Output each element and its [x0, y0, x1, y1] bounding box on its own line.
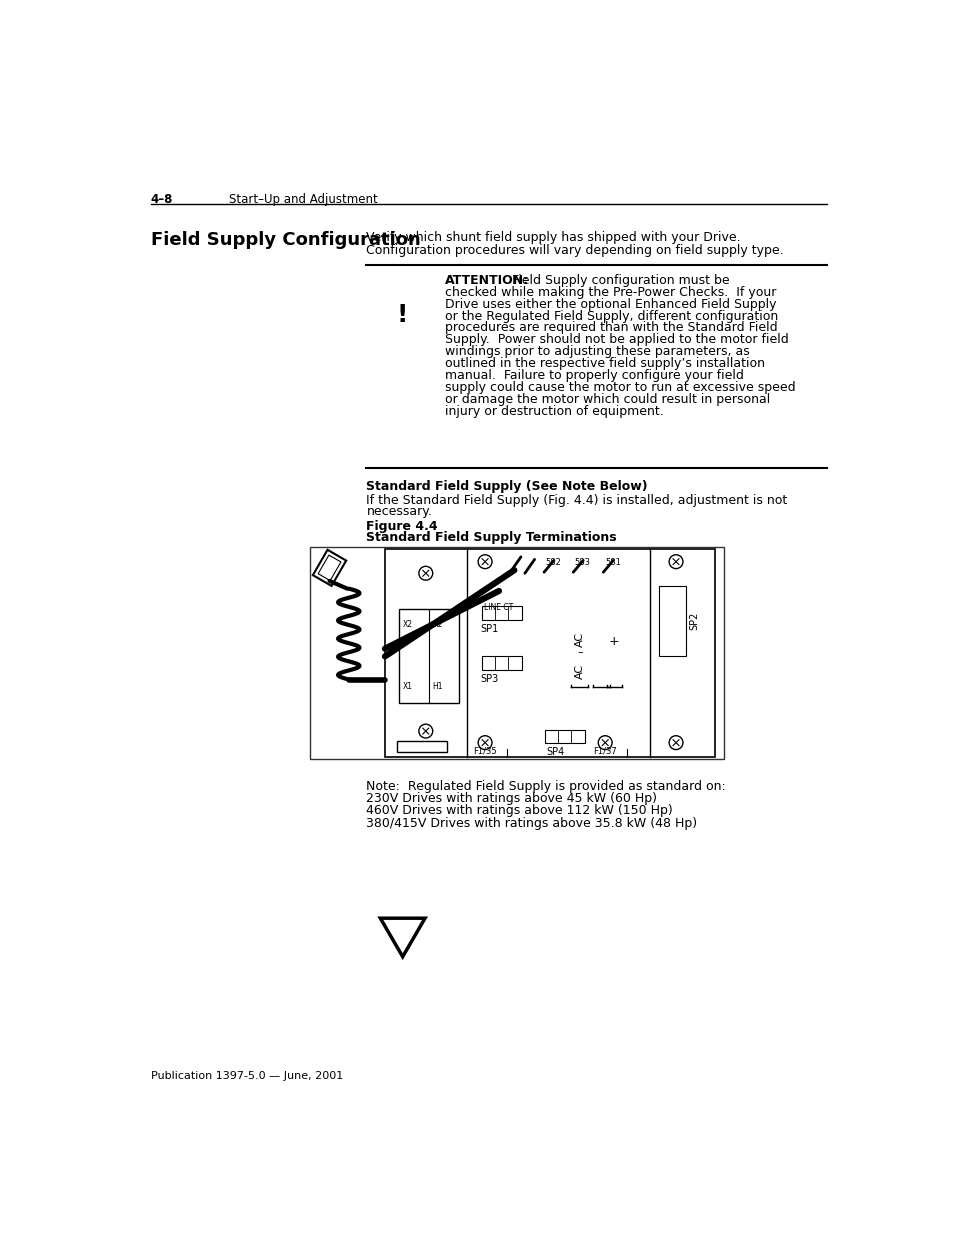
- Text: 4–8: 4–8: [151, 193, 173, 206]
- Text: supply could cause the motor to run at excessive speed: supply could cause the motor to run at e…: [444, 382, 795, 394]
- Text: Figure 4.4: Figure 4.4: [366, 520, 437, 534]
- Text: 582: 582: [544, 558, 560, 567]
- Text: necessary.: necessary.: [366, 505, 432, 519]
- Text: Note:  Regulated Field Supply is provided as standard on:: Note: Regulated Field Supply is provided…: [366, 779, 725, 793]
- Bar: [385, 548, 714, 757]
- Bar: [481, 606, 521, 620]
- Text: !: !: [396, 303, 408, 326]
- Bar: [317, 555, 340, 580]
- Text: 380/415V Drives with ratings above 35.8 kW (48 Hp): 380/415V Drives with ratings above 35.8 …: [366, 816, 697, 830]
- Text: ATTENTION:: ATTENTION:: [444, 274, 529, 287]
- Text: 230V Drives with ratings above 45 kW (60 Hp): 230V Drives with ratings above 45 kW (60…: [366, 792, 657, 805]
- Text: injury or destruction of equipment.: injury or destruction of equipment.: [444, 405, 663, 417]
- Text: 581: 581: [604, 558, 620, 567]
- Text: Configuration procedures will vary depending on field supply type.: Configuration procedures will vary depen…: [366, 243, 783, 257]
- Text: SP4: SP4: [546, 747, 564, 757]
- Text: Field Supply configuration must be: Field Supply configuration must be: [508, 274, 729, 287]
- Bar: [544, 730, 584, 743]
- Text: Drive uses either the optional Enhanced Field Supply: Drive uses either the optional Enhanced …: [444, 298, 776, 310]
- Text: F1/37: F1/37: [593, 747, 617, 756]
- Bar: [398, 609, 458, 703]
- Text: X2: X2: [402, 620, 413, 629]
- Text: checked while making the Pre-Power Checks.  If your: checked while making the Pre-Power Check…: [444, 285, 776, 299]
- Text: SP2: SP2: [688, 611, 699, 630]
- Text: If the Standard Field Supply (Fig. 4.4) is installed, adjustment is not: If the Standard Field Supply (Fig. 4.4) …: [366, 494, 787, 506]
- Text: Supply.  Power should not be applied to the motor field: Supply. Power should not be applied to t…: [444, 333, 788, 346]
- Bar: [481, 656, 521, 671]
- Text: 583: 583: [574, 558, 590, 567]
- Text: Verify which shunt field supply has shipped with your Drive.: Verify which shunt field supply has ship…: [366, 231, 740, 245]
- Text: LINE CT: LINE CT: [484, 603, 513, 611]
- Text: outlined in the respective field supply’s installation: outlined in the respective field supply’…: [444, 357, 764, 370]
- Text: Publication 1397-5.0 — June, 2001: Publication 1397-5.0 — June, 2001: [151, 1071, 343, 1081]
- Text: Standard Field Supply (See Note Below): Standard Field Supply (See Note Below): [366, 480, 647, 493]
- Text: or the Regulated Field Supply, different configuration: or the Regulated Field Supply, different…: [444, 310, 778, 322]
- Bar: [659, 585, 685, 656]
- Text: AC: AC: [574, 632, 584, 647]
- Text: Standard Field Supply Terminations: Standard Field Supply Terminations: [366, 531, 617, 543]
- Bar: [313, 550, 346, 585]
- Text: F1/35: F1/35: [473, 747, 497, 756]
- Text: H2: H2: [432, 620, 442, 629]
- Text: –: –: [577, 647, 582, 657]
- Text: X1: X1: [402, 682, 413, 690]
- Text: Start–Up and Adjustment: Start–Up and Adjustment: [229, 193, 377, 206]
- Text: SP1: SP1: [480, 624, 498, 634]
- Text: 460V Drives with ratings above 112 kW (150 Hp): 460V Drives with ratings above 112 kW (1…: [366, 804, 673, 818]
- Text: SP3: SP3: [480, 674, 498, 684]
- Text: +: +: [608, 635, 619, 647]
- Text: Field Supply Configuration: Field Supply Configuration: [151, 231, 420, 249]
- Bar: [310, 547, 723, 758]
- Text: AC: AC: [574, 664, 584, 679]
- Text: H1: H1: [432, 682, 442, 690]
- Text: procedures are required than with the Standard Field: procedures are required than with the St…: [444, 321, 777, 335]
- Text: or damage the motor which could result in personal: or damage the motor which could result i…: [444, 393, 769, 406]
- Text: manual.  Failure to properly configure your field: manual. Failure to properly configure yo…: [444, 369, 743, 382]
- Bar: [396, 741, 447, 752]
- Text: windings prior to adjusting these parameters, as: windings prior to adjusting these parame…: [444, 346, 749, 358]
